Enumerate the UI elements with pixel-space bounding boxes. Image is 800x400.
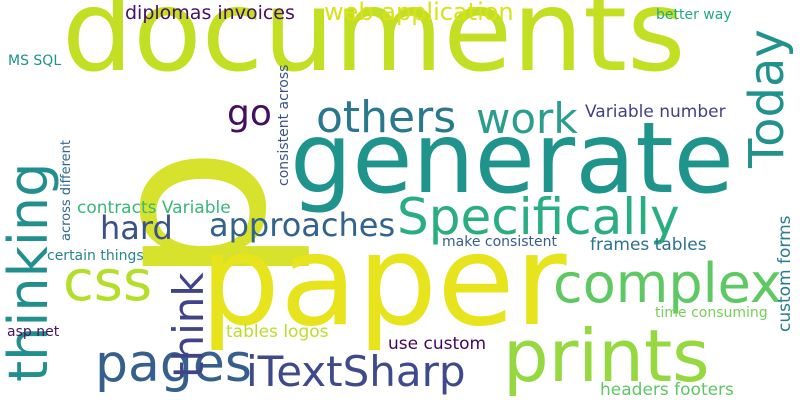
- word-asp-net: asp net: [7, 324, 60, 340]
- word-use-custom: use custom: [388, 334, 487, 354]
- word-custom-forms: custom forms: [775, 215, 795, 332]
- word-variable-number: Variable number: [585, 102, 726, 122]
- word-paper: paper: [200, 207, 567, 354]
- word-think: think: [164, 272, 213, 378]
- word-across-different: across different: [59, 139, 74, 241]
- word-consistent-across: consistent across: [276, 64, 292, 186]
- word-pages: pages: [95, 334, 252, 394]
- word-go: go: [227, 93, 272, 134]
- word-tables-logos: tables logos: [226, 322, 329, 342]
- word-prints: prints: [503, 314, 710, 398]
- word-work: work: [476, 94, 578, 143]
- word-complex: complex: [553, 252, 782, 315]
- word-headers-footers: headers footers: [600, 380, 734, 400]
- word-contracts-variable: contracts Variable: [77, 198, 231, 218]
- word-today: Today: [739, 29, 795, 168]
- word-itextsharp: iTextSharp: [246, 347, 466, 396]
- word-hard: hard: [100, 209, 173, 247]
- word-time-consuming: time consuming: [655, 305, 768, 321]
- word-css: css: [63, 249, 153, 314]
- word-better-way: better way: [656, 7, 732, 23]
- word-others: others: [316, 92, 457, 143]
- word-thinking: thinking: [0, 162, 60, 382]
- word-certain-things: certain things: [47, 248, 144, 264]
- word-diplomas-invoices: diplomas invoices: [125, 2, 295, 24]
- word-approaches: approaches: [209, 206, 396, 244]
- word-specifically: Specifically: [397, 188, 680, 246]
- word-documents: documents: [62, 0, 686, 97]
- word-frames-tables: frames tables: [590, 235, 707, 255]
- word-web-application: web application: [324, 0, 514, 26]
- word-generate: generate: [290, 102, 734, 216]
- word-make-consistent: make consistent: [442, 234, 557, 250]
- word-ms-sql: MS SQL: [8, 53, 62, 69]
